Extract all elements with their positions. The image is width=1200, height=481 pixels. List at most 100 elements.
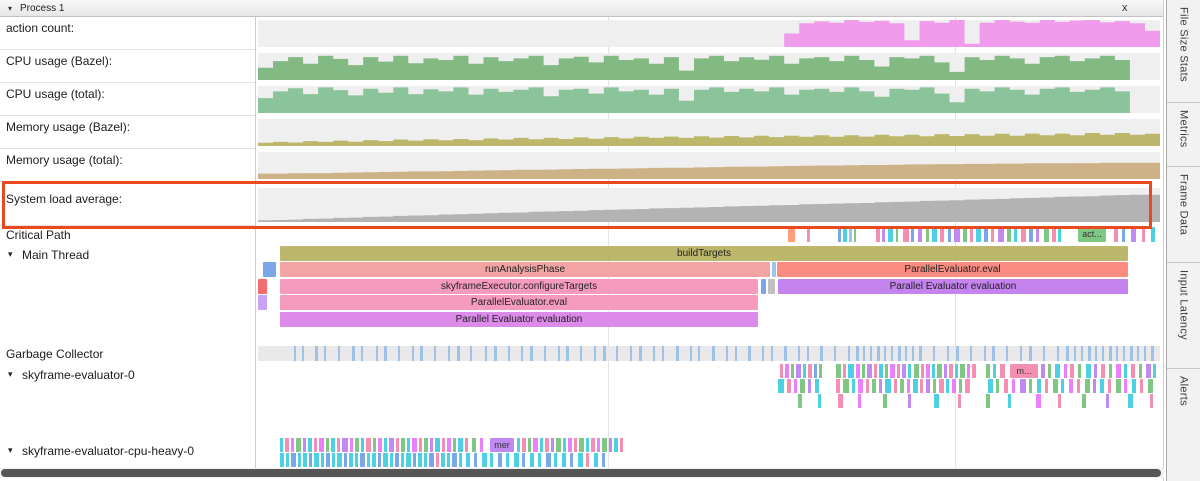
trace-slice[interactable] <box>867 364 872 378</box>
trace-slice[interactable] <box>616 346 618 361</box>
trace-slice[interactable] <box>796 364 801 378</box>
trace-slice[interactable] <box>331 438 335 452</box>
trace-slice[interactable] <box>1012 379 1015 393</box>
expand-icon[interactable]: ▾ <box>8 249 13 259</box>
trace-slice[interactable] <box>308 438 312 452</box>
trace-slice[interactable] <box>1014 227 1017 242</box>
trace-slice[interactable] <box>976 227 981 242</box>
trace-slice[interactable] <box>1122 227 1125 242</box>
trace-slice[interactable] <box>474 453 477 467</box>
trace-slice[interactable] <box>1088 346 1091 361</box>
critical-path-track[interactable]: act... <box>258 227 1160 242</box>
collapse-icon[interactable]: ▾ <box>8 4 13 13</box>
trace-slice[interactable] <box>620 438 623 452</box>
trace-slice[interactable] <box>952 379 956 393</box>
trace-slice[interactable] <box>285 438 289 452</box>
trace-slice[interactable] <box>885 364 888 378</box>
trace-slice[interactable] <box>787 379 791 393</box>
trace-slice[interactable] <box>960 364 965 378</box>
trace-slice[interactable] <box>1077 379 1080 393</box>
trace-slice[interactable] <box>838 227 841 242</box>
trace-slice[interactable] <box>877 346 880 361</box>
trace-slice[interactable] <box>1102 346 1104 361</box>
trace-slice[interactable] <box>558 346 560 361</box>
trace-span[interactable] <box>768 279 775 294</box>
trace-slice[interactable] <box>470 346 472 361</box>
trace-span[interactable] <box>761 279 766 294</box>
trace-slice[interactable] <box>602 453 605 467</box>
trace-slice[interactable] <box>954 227 960 242</box>
trace-slice[interactable] <box>913 379 918 393</box>
trace-slice[interactable] <box>819 364 822 378</box>
trace-slice[interactable] <box>1109 346 1112 361</box>
trace-slice[interactable] <box>879 364 883 378</box>
trace-slice[interactable] <box>508 346 510 361</box>
trace-slice[interactable] <box>367 453 370 467</box>
trace-slice[interactable] <box>413 453 416 467</box>
trace-slice[interactable] <box>1131 227 1136 242</box>
trace-slice[interactable] <box>934 394 939 408</box>
trace-slice[interactable] <box>1114 227 1118 242</box>
cpu-usage-total-chart[interactable] <box>258 86 1160 113</box>
trace-slice[interactable] <box>986 364 990 378</box>
trace-slice[interactable] <box>1029 346 1032 361</box>
trace-slice[interactable] <box>337 453 342 467</box>
trace-slice[interactable] <box>630 346 632 361</box>
trace-slice[interactable] <box>448 346 450 361</box>
trace-slice[interactable] <box>429 453 434 467</box>
trace-slice[interactable] <box>946 379 949 393</box>
trace-slice[interactable] <box>1116 379 1121 393</box>
trace-slice[interactable] <box>517 438 520 452</box>
trace-slice[interactable] <box>570 453 573 467</box>
trace-slice[interactable] <box>321 453 324 467</box>
trace-slice[interactable] <box>342 438 348 452</box>
trace-slice[interactable] <box>992 346 995 361</box>
trace-slice[interactable] <box>376 346 378 361</box>
trace-slice[interactable] <box>326 438 329 452</box>
trace-slice[interactable] <box>378 453 381 467</box>
trace-slice[interactable] <box>947 346 949 361</box>
trace-slice[interactable] <box>1116 364 1121 378</box>
trace-slice[interactable] <box>972 364 976 378</box>
trace-slice[interactable] <box>898 346 901 361</box>
trace-slice[interactable] <box>544 346 546 361</box>
trace-slice[interactable] <box>944 364 947 378</box>
cpu-usage-bazel-chart[interactable] <box>258 53 1160 80</box>
trace-slice[interactable] <box>883 394 887 408</box>
trace-slice[interactable] <box>482 453 487 467</box>
trace-slice[interactable] <box>309 453 312 467</box>
trace-slice[interactable] <box>566 346 569 361</box>
trace-slice[interactable] <box>1093 379 1096 393</box>
trace-slice[interactable] <box>424 438 428 452</box>
trace-slice[interactable] <box>540 438 543 452</box>
trace-span-buildtargets[interactable]: buildTargets <box>280 246 1128 261</box>
action-count-chart[interactable] <box>258 20 1160 47</box>
trace-slice[interactable] <box>533 438 538 452</box>
trace-slice[interactable] <box>337 438 340 452</box>
trace-slice[interactable] <box>1057 346 1059 361</box>
trace-slice[interactable] <box>1151 346 1154 361</box>
trace-slice[interactable] <box>291 453 296 467</box>
trace-slice[interactable] <box>514 453 519 467</box>
trace-slice[interactable] <box>858 379 863 393</box>
trace-slice[interactable] <box>662 346 664 361</box>
trace-slice[interactable] <box>406 453 411 467</box>
trace-slice[interactable] <box>876 227 880 242</box>
trace-slice[interactable] <box>355 438 359 452</box>
trace-slice[interactable] <box>852 379 855 393</box>
trace-slice[interactable] <box>1116 346 1118 361</box>
trace-slice[interactable] <box>1139 364 1142 378</box>
trace-slice[interactable] <box>932 227 937 242</box>
trace-slice[interactable] <box>921 364 924 378</box>
trace-slice[interactable] <box>485 346 487 361</box>
trace-slice[interactable] <box>1029 379 1032 393</box>
trace-slice[interactable] <box>988 379 993 393</box>
trace-slice[interactable] <box>1086 364 1091 378</box>
trace-span-parallel-evaluator-evaluation[interactable]: Parallel Evaluator evaluation <box>778 279 1128 294</box>
trace-slice[interactable] <box>472 438 476 452</box>
main-thread-depth-1[interactable]: runAnalysisPhase ParallelEvaluator.eval <box>258 262 1160 277</box>
trace-span[interactable] <box>772 262 776 277</box>
trace-slice[interactable] <box>726 346 728 361</box>
trace-slice[interactable] <box>366 438 371 452</box>
trace-slice[interactable] <box>896 227 898 242</box>
